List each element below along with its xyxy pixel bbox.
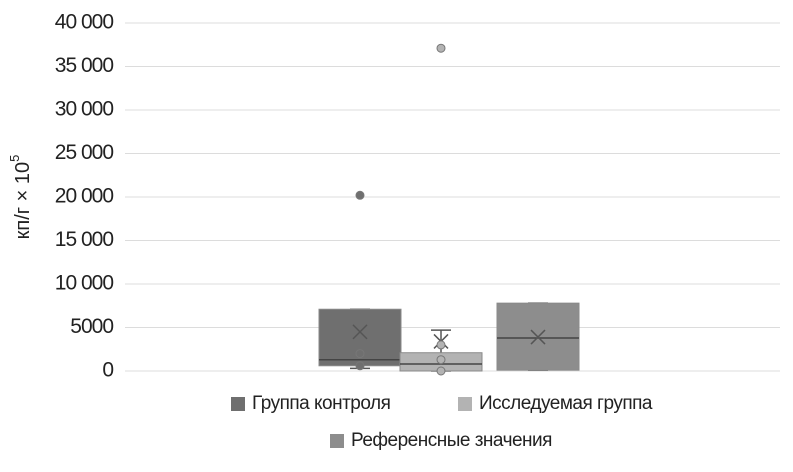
y-tick-label: 15 000 [55,228,114,251]
data-point [355,361,365,371]
legend-swatch [231,397,245,411]
y-axis-label: кп/г × 105 [7,155,34,240]
legend-label: Референсные значения [351,430,552,451]
mean-marker [530,329,546,345]
y-axis-label-text: кп/г × 10 [12,162,34,239]
y-axis-label-sup: 5 [7,155,22,162]
data-point [436,340,446,350]
data-point [355,190,365,200]
legend-swatch [330,434,344,448]
data-point [436,43,446,53]
y-tick-label: 30 000 [55,98,114,121]
data-point [436,355,446,365]
y-tick-label: 25 000 [55,141,114,164]
box [496,302,580,371]
y-tick-label: 40 000 [55,11,114,34]
y-tick-label: 0 [102,359,113,382]
legend-label: Группа контроля [252,393,390,414]
mean-marker [352,324,368,340]
y-tick-label: 10 000 [55,272,114,295]
y-tick-label: 5000 [70,315,113,338]
data-point [355,349,365,359]
legend-label: Исследуемая группа [479,393,653,414]
y-tick-label: 20 000 [55,185,114,208]
data-point [436,366,446,376]
legend-swatch [458,397,472,411]
y-tick-label: 35 000 [55,54,114,77]
